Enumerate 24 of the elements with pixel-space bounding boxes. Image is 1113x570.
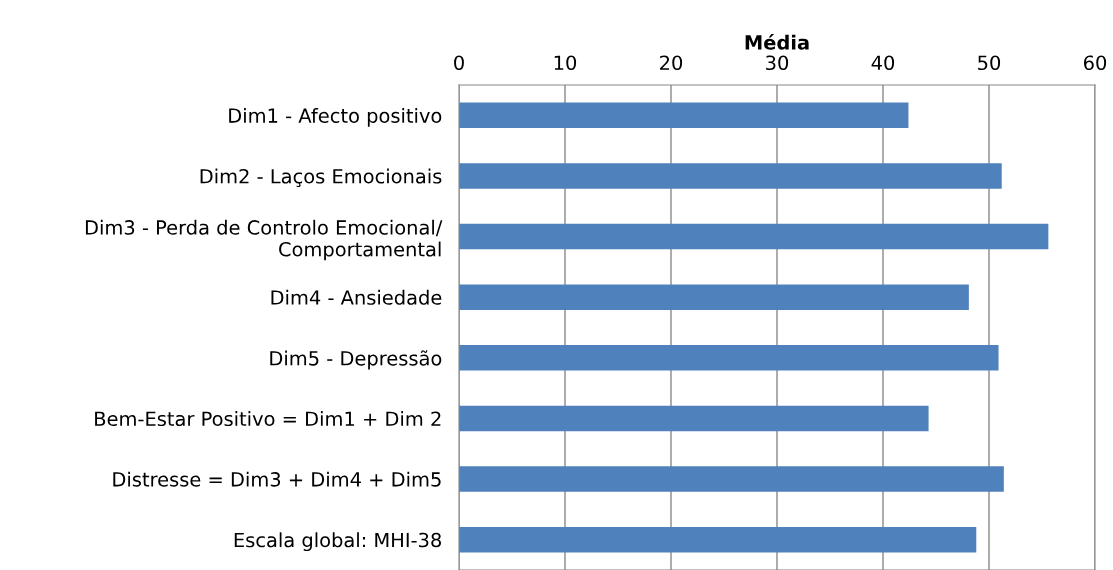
bar [459,163,1002,189]
x-tick-label: 30 [766,55,789,71]
bar [459,223,1049,250]
bar [459,284,969,310]
x-axis-title: Média [745,33,809,50]
y-tick-label: Distresse = Dim3 + Dim4 + Dim5 [113,471,441,487]
bar [459,405,929,432]
y-tick-label: Escala global: MHI-38 [234,532,441,552]
bar [459,466,1004,492]
y-tick-label: Dim5 - Depressão [270,350,442,370]
y-tick-label: Dim4 - Ansiedade [271,289,442,305]
bar [459,345,999,371]
x-tick-label: 40 [871,55,895,71]
x-tick-label: 10 [554,55,577,71]
bar [459,102,909,129]
bar [459,526,977,553]
x-tick-label: 20 [660,55,683,71]
y-tick-label: Dim2 - Laços Emocionais [200,168,442,188]
y-tick-label: Dim1 - Afecto positivo [229,107,442,127]
y-tick-label: Dim3 - Perda de Controlo Emocional/ Comportamental [85,219,443,261]
x-tick-label: 60 [1083,55,1107,71]
x-tick-label: 0 [454,55,464,71]
x-tick-label: 50 [978,55,1001,71]
y-tick-label: Bem-Estar Positivo = Dim1 + Dim 2 [95,411,441,427]
